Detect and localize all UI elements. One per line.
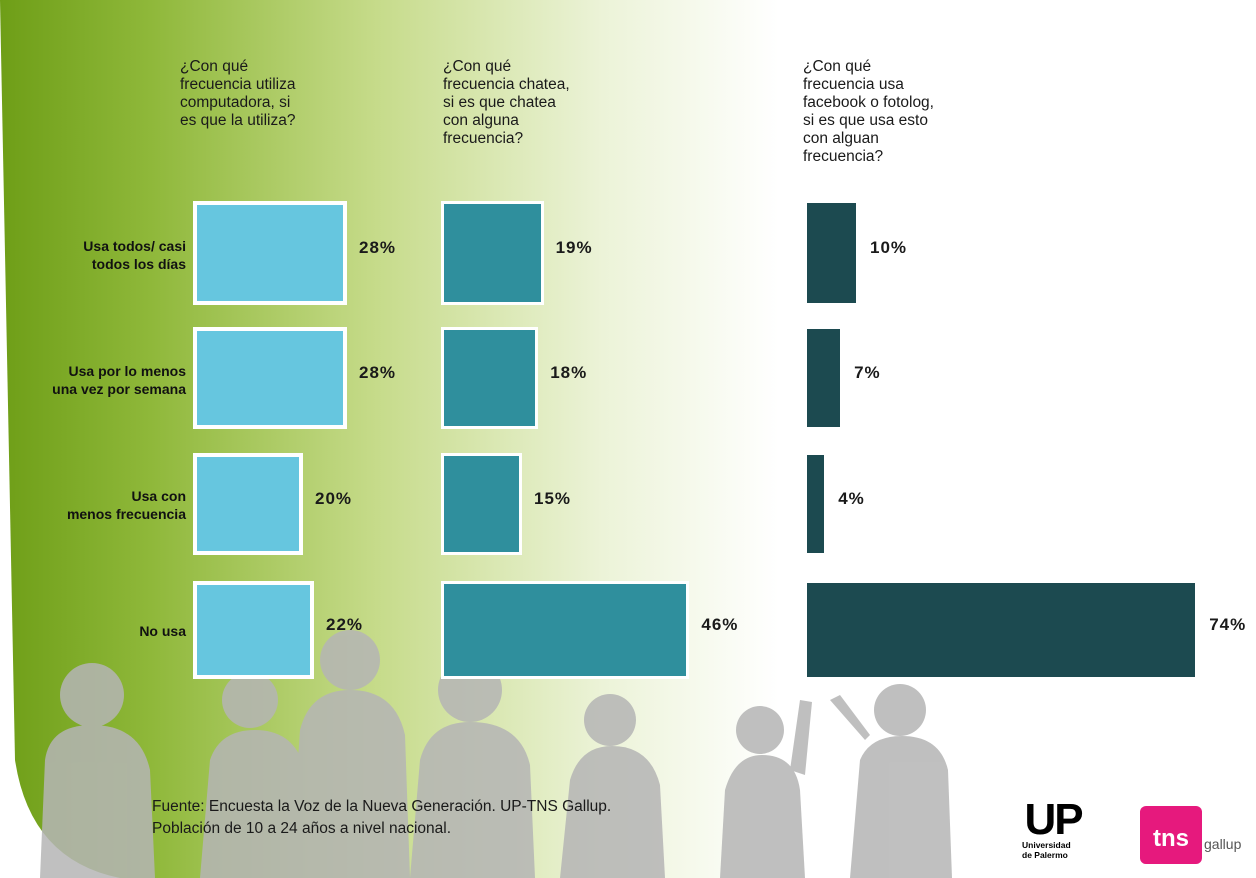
tns-logo-gallup: gallup: [1204, 836, 1242, 852]
question-chat: ¿Con qué frecuencia chatea, si es que ch…: [443, 58, 570, 147]
tns-logo-box: tns: [1140, 806, 1202, 864]
bar-series1-row1: [193, 201, 347, 305]
up-logo-subtitle: Universidad de Palermo: [1022, 840, 1071, 860]
up-logo-letters: UP: [1024, 795, 1083, 844]
bar-series2-row3: [441, 453, 522, 555]
row-label-weekly: Usa por lo menos una vez por semana: [52, 363, 186, 397]
bar-series2-row2: [441, 327, 539, 429]
universidad-de-palermo-logo: UP Universidad de Palermo: [1018, 795, 1088, 861]
bar-series1-row2: [193, 327, 347, 429]
value-label-series2-row4: 46%: [701, 615, 739, 634]
value-label-series1-row2: 28%: [359, 363, 397, 382]
row-label-less-frequent: Usa con menos frecuencia: [66, 488, 186, 522]
source-line-2: Población de 10 a 24 años a nivel nacion…: [152, 820, 452, 837]
value-label-series3-row1: 10%: [870, 238, 908, 257]
bar-series3-row3: [805, 453, 827, 555]
question-computer: ¿Con qué frecuencia utiliza computadora,…: [180, 58, 296, 129]
value-label-series2-row1: 19%: [555, 238, 593, 257]
source-note: Fuente: Encuesta la Voz de la Nueva Gene…: [152, 796, 611, 840]
value-label-series3-row4: 74%: [1209, 615, 1247, 634]
bar-series2-row1: [441, 201, 544, 305]
value-label-series1-row1: 28%: [359, 238, 397, 257]
bar-series3-row4: [805, 581, 1198, 679]
value-label-series2-row2: 18%: [550, 363, 588, 382]
tns-gallup-logo: tns gallup: [1140, 806, 1241, 864]
tns-logo-text: tns: [1153, 825, 1189, 852]
value-label-series3-row2: 7%: [854, 363, 881, 382]
value-label-series1-row4: 22%: [326, 615, 364, 634]
bar-series2-row4: [441, 581, 690, 679]
bar-series1-row4: [193, 581, 314, 679]
value-label-series2-row3: 15%: [534, 489, 572, 508]
value-label-series1-row3: 20%: [315, 489, 353, 508]
bar-series3-row2: [805, 327, 843, 429]
bar-series1-row3: [193, 453, 303, 555]
value-label-series3-row3: 4%: [838, 489, 865, 508]
source-line-1: Fuente: Encuesta la Voz de la Nueva Gene…: [152, 798, 612, 815]
question-facebook: ¿Con qué frecuencia usa facebook o fotol…: [803, 58, 934, 165]
row-label-no-use: No usa: [139, 623, 186, 639]
row-label-daily: Usa todos/ casi todos los días: [83, 238, 186, 272]
bar-series3-row1: [805, 201, 858, 305]
